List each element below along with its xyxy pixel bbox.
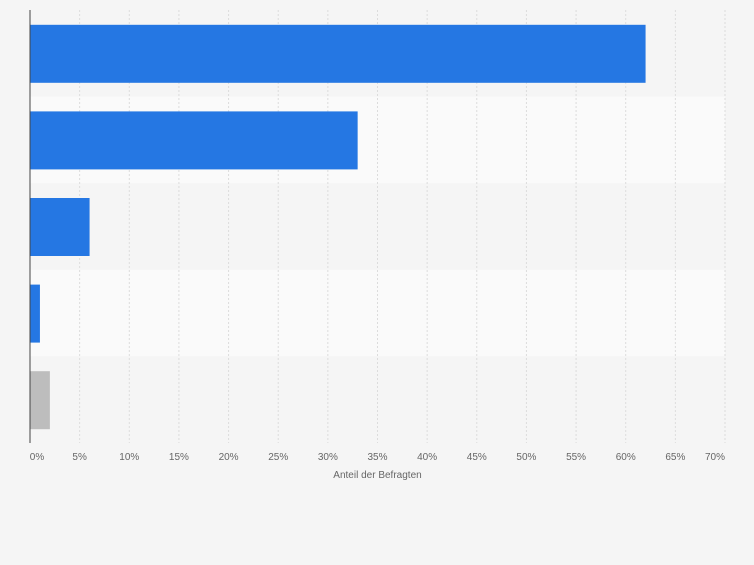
x-tick-label: 15%	[169, 452, 189, 463]
bar[interactable]	[30, 24, 646, 83]
x-tick-label: 65%	[665, 452, 685, 463]
x-tick-label: 70%	[705, 452, 725, 463]
x-tick-label: 0%	[30, 452, 45, 463]
bar[interactable]	[30, 284, 40, 343]
x-tick-label: 30%	[318, 452, 338, 463]
x-tick-label: 25%	[268, 452, 288, 463]
x-tick-label: 50%	[516, 452, 536, 463]
bar[interactable]	[30, 198, 90, 256]
x-tick-label: 20%	[219, 452, 239, 463]
x-axis-label: Anteil der Befragten	[333, 470, 421, 481]
x-tick-label: 10%	[119, 452, 139, 463]
x-tick-label: 55%	[566, 452, 586, 463]
x-tick-label: 45%	[467, 452, 487, 463]
x-tick-label: 35%	[367, 452, 387, 463]
bars	[30, 24, 646, 430]
row-band	[30, 269, 725, 357]
x-tick-label: 5%	[72, 452, 87, 463]
x-tick-label: 40%	[417, 452, 437, 463]
bar[interactable]	[30, 371, 50, 430]
x-tick-label: 60%	[616, 452, 636, 463]
bar[interactable]	[30, 111, 358, 170]
x-tick-labels: 0% 5% 10% 15% 20% 25% 30% 35% 40% 45% 50% 55% 60% 65%…	[30, 452, 725, 463]
